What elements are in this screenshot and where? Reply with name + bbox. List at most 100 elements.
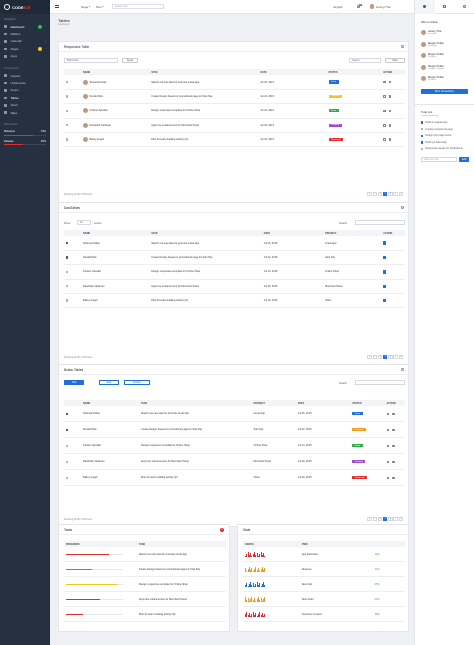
delete-icon[interactable] (392, 444, 395, 448)
table-search-input[interactable]: Search (349, 58, 381, 63)
column-header[interactable]: ACTION (383, 231, 393, 235)
table-row[interactable]: Revenue 41% (243, 562, 405, 578)
column-header[interactable]: STATUS (352, 401, 362, 405)
column-header[interactable]: DATE (263, 231, 271, 235)
panel-tab-chat-icon[interactable] (435, 5, 455, 8)
table-row[interactable]: Apps live enhancement for Merchant Panel (64, 592, 226, 608)
column-header[interactable]: TASK (138, 542, 146, 546)
page-button[interactable]: « (367, 355, 372, 360)
menu-toggle-icon[interactable] (55, 5, 59, 8)
todo-checkbox[interactable] (421, 121, 424, 124)
user-avatar[interactable] (369, 4, 375, 9)
table-row[interactable]: New Order 64% (243, 592, 405, 608)
row-action-button[interactable] (383, 270, 387, 274)
panel-tab-users-icon[interactable] (415, 0, 435, 14)
entries-length-select[interactable]: 10 (77, 220, 91, 225)
edit-icon[interactable] (383, 109, 386, 113)
edit-icon[interactable] (386, 428, 390, 432)
sidebar-item-apps[interactable]: Apps › (0, 53, 50, 60)
column-header[interactable]: NAME (83, 401, 91, 405)
todo-add-button[interactable]: Add (459, 157, 469, 163)
follow-item[interactable]: Megan Pollok Designer (415, 50, 474, 62)
edit-button[interactable]: Edit (99, 380, 119, 386)
row-checkbox[interactable] (66, 270, 69, 274)
table-row[interactable]: Customer reviews 36% (243, 607, 405, 623)
todo-checkbox[interactable] (421, 134, 424, 137)
column-header[interactable]: DATE (260, 70, 267, 74)
todo-item[interactable]: Build an angular app (415, 120, 474, 127)
filter-button[interactable]: Filter (385, 58, 405, 64)
row-checkbox[interactable] (66, 138, 69, 141)
table-row[interactable]: Create Design based on promotional page … (64, 562, 226, 578)
column-header[interactable]: PROJECT (325, 231, 337, 235)
column-header[interactable]: DATE (297, 401, 305, 405)
page-button[interactable]: 2 (383, 355, 388, 360)
todo-input[interactable]: Add new todo (421, 157, 457, 163)
row-action-button[interactable] (383, 284, 387, 288)
todo-checkbox[interactable] (421, 141, 424, 144)
page-button[interactable]: ‹ (372, 355, 378, 360)
row-checkbox[interactable] (66, 428, 69, 432)
row-checkbox[interactable] (66, 299, 69, 302)
edit-icon[interactable] (383, 138, 386, 141)
edit-icon[interactable] (386, 444, 390, 448)
table-row[interactable]: Kristine Spindler Design responsive templ… (64, 438, 405, 455)
page-button[interactable]: › (393, 355, 398, 360)
page-button[interactable]: 3 (388, 517, 393, 522)
table-row[interactable]: Randolph Jackman Apps live enhancement fo… (64, 280, 405, 294)
table-row[interactable]: Kristine Spindler Design responsive templ… (64, 265, 405, 280)
row-checkbox[interactable] (66, 109, 69, 113)
language-select[interactable]: English (333, 4, 343, 9)
page-button[interactable]: 1 (377, 192, 383, 197)
page-button[interactable]: « (367, 517, 372, 522)
edit-icon[interactable] (386, 476, 390, 480)
edit-icon[interactable] (386, 460, 390, 464)
column-header[interactable]: TASK (141, 401, 148, 405)
table-row[interactable]: Plan for team building activity Q4 (64, 607, 226, 623)
page-button[interactable]: 2 (383, 517, 388, 522)
follow-item[interactable]: Megan Pollok Designer, Blogger (415, 62, 474, 74)
todo-item[interactable]: Responsive design for Smartphone (415, 146, 474, 153)
table-row[interactable]: App download 12% (243, 547, 405, 563)
row-checkbox[interactable] (66, 476, 69, 480)
more-connections-button[interactable]: More Connections (421, 88, 468, 94)
gear-icon[interactable] (400, 206, 404, 210)
todo-checkbox[interactable] (421, 147, 424, 151)
sidebar-item-layouts[interactable]: Layouts › (0, 72, 50, 79)
table-row[interactable]: Kristine Spindler Design responsive templ… (64, 104, 405, 119)
column-header[interactable]: TASK (151, 231, 158, 235)
breadcrumb[interactable]: Dashboard (58, 23, 70, 26)
table-row[interactable]: New Visit 25% (243, 577, 405, 593)
delete-button[interactable]: Delete (124, 380, 150, 386)
row-checkbox[interactable] (66, 256, 69, 259)
delete-icon[interactable] (388, 95, 392, 98)
sidebar-item-dashboard[interactable]: Dashboard 2 › (0, 23, 50, 30)
table-row[interactable]: Ronald Rick Create Design based on promot… (64, 90, 405, 105)
table-row[interactable]: Bailey Angell Plan for team building acti… (64, 294, 405, 309)
delete-icon[interactable] (392, 460, 395, 464)
page-button[interactable]: › (393, 192, 398, 197)
table-row[interactable]: Shaunta Pollan Sketch out new idea for pr… (64, 236, 405, 251)
column-header[interactable]: ACTION (383, 70, 393, 74)
bulk-action-select[interactable]: Bulk Action (64, 58, 118, 63)
sidebar-item-pages[interactable]: Pages 4 › (0, 45, 50, 52)
edit-icon[interactable] (383, 95, 386, 98)
sidebar-item-forms[interactable]: Forms › (0, 87, 50, 94)
edit-icon[interactable] (383, 123, 386, 127)
delete-icon[interactable] (388, 138, 392, 141)
todo-item[interactable]: Design One page theme (415, 133, 474, 140)
follow-item[interactable]: Hoang Thai Designer (415, 27, 474, 39)
delete-icon[interactable] (388, 80, 392, 84)
row-checkbox[interactable] (66, 285, 69, 288)
table-row[interactable]: Shaunta Pollan Sketch out new idea for pr… (64, 406, 405, 423)
sidebar-item-ui-elements[interactable]: UI Elements › (0, 79, 50, 86)
table-row[interactable]: Randolph Jackman Apps live enhancement fo… (64, 454, 405, 471)
table-row[interactable]: Design responsive template for Online Sh… (64, 577, 226, 593)
column-header[interactable]: ITEM (301, 542, 308, 546)
table-row[interactable]: Ronald Rick Create Design based on promot… (64, 422, 405, 439)
page-button[interactable]: 2 (383, 192, 388, 197)
page-button[interactable]: « (367, 192, 372, 197)
page-button[interactable]: » (398, 192, 403, 197)
follow-item[interactable]: Megan Pollok Developer (415, 39, 474, 51)
row-action-button[interactable] (383, 255, 387, 260)
